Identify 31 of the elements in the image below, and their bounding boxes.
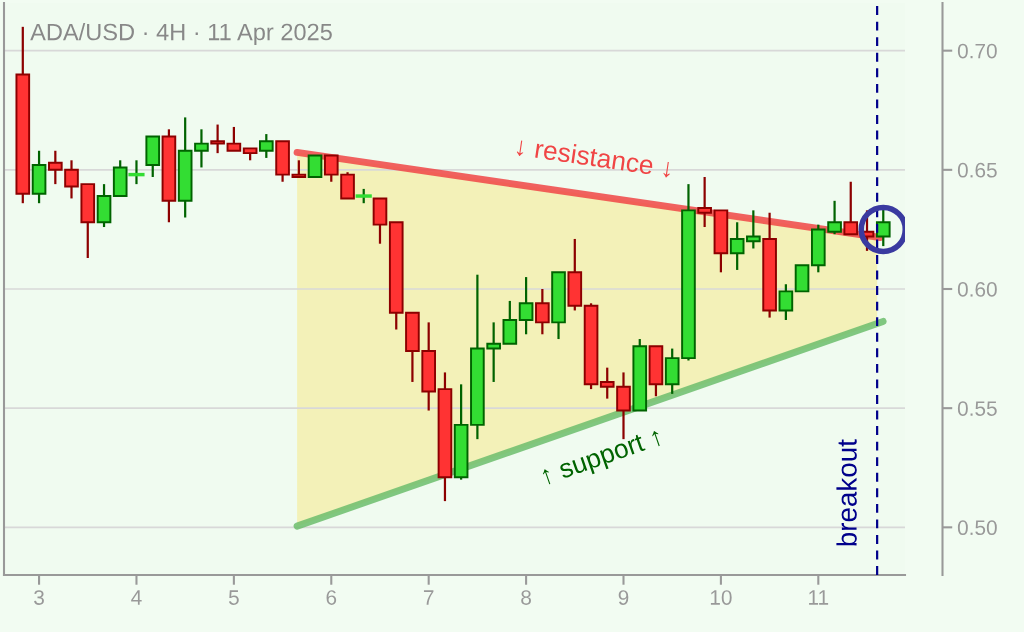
x-tick-label: 4 bbox=[131, 590, 142, 605]
candlestick bbox=[226, 125, 242, 152]
x-tick-label: 10 bbox=[710, 590, 732, 605]
x-tick-label: 11 bbox=[809, 590, 829, 605]
x-tick-label: 3 bbox=[34, 590, 44, 605]
text: ↑ support ↑ bbox=[541, 428, 664, 490]
text: ↓ resistance ↓ bbox=[516, 135, 672, 178]
y-tick-label: 0.50 bbox=[957, 520, 997, 536]
y-tick-label: 0.70 bbox=[957, 43, 997, 59]
candlestick bbox=[746, 209, 761, 250]
candlestick bbox=[778, 283, 794, 322]
x-tick-label: 9 bbox=[618, 590, 629, 605]
candlestick bbox=[843, 180, 859, 236]
candlestick bbox=[307, 154, 323, 178]
y-tick-label: 0.55 bbox=[957, 401, 997, 416]
candlestick bbox=[518, 275, 534, 336]
x-tick-label: 5 bbox=[228, 590, 239, 605]
candlestick bbox=[729, 221, 745, 272]
candlestick bbox=[502, 299, 518, 345]
candlestick bbox=[259, 132, 274, 160]
candlestick bbox=[194, 128, 209, 169]
y-tick-label: 0.60 bbox=[957, 282, 997, 297]
ref-line-label: breakout bbox=[836, 439, 857, 546]
text: ADA/USD · 4H · 11 Apr 2025 bbox=[30, 23, 332, 46]
y-tick-label: 0.65 bbox=[957, 162, 997, 178]
x-tick-label: 6 bbox=[326, 590, 337, 605]
candlestick bbox=[210, 123, 225, 155]
x-tick-label: 8 bbox=[521, 590, 531, 605]
candlestick bbox=[697, 175, 712, 229]
x-tick-label: 7 bbox=[423, 590, 434, 605]
candlestick bbox=[535, 287, 550, 336]
